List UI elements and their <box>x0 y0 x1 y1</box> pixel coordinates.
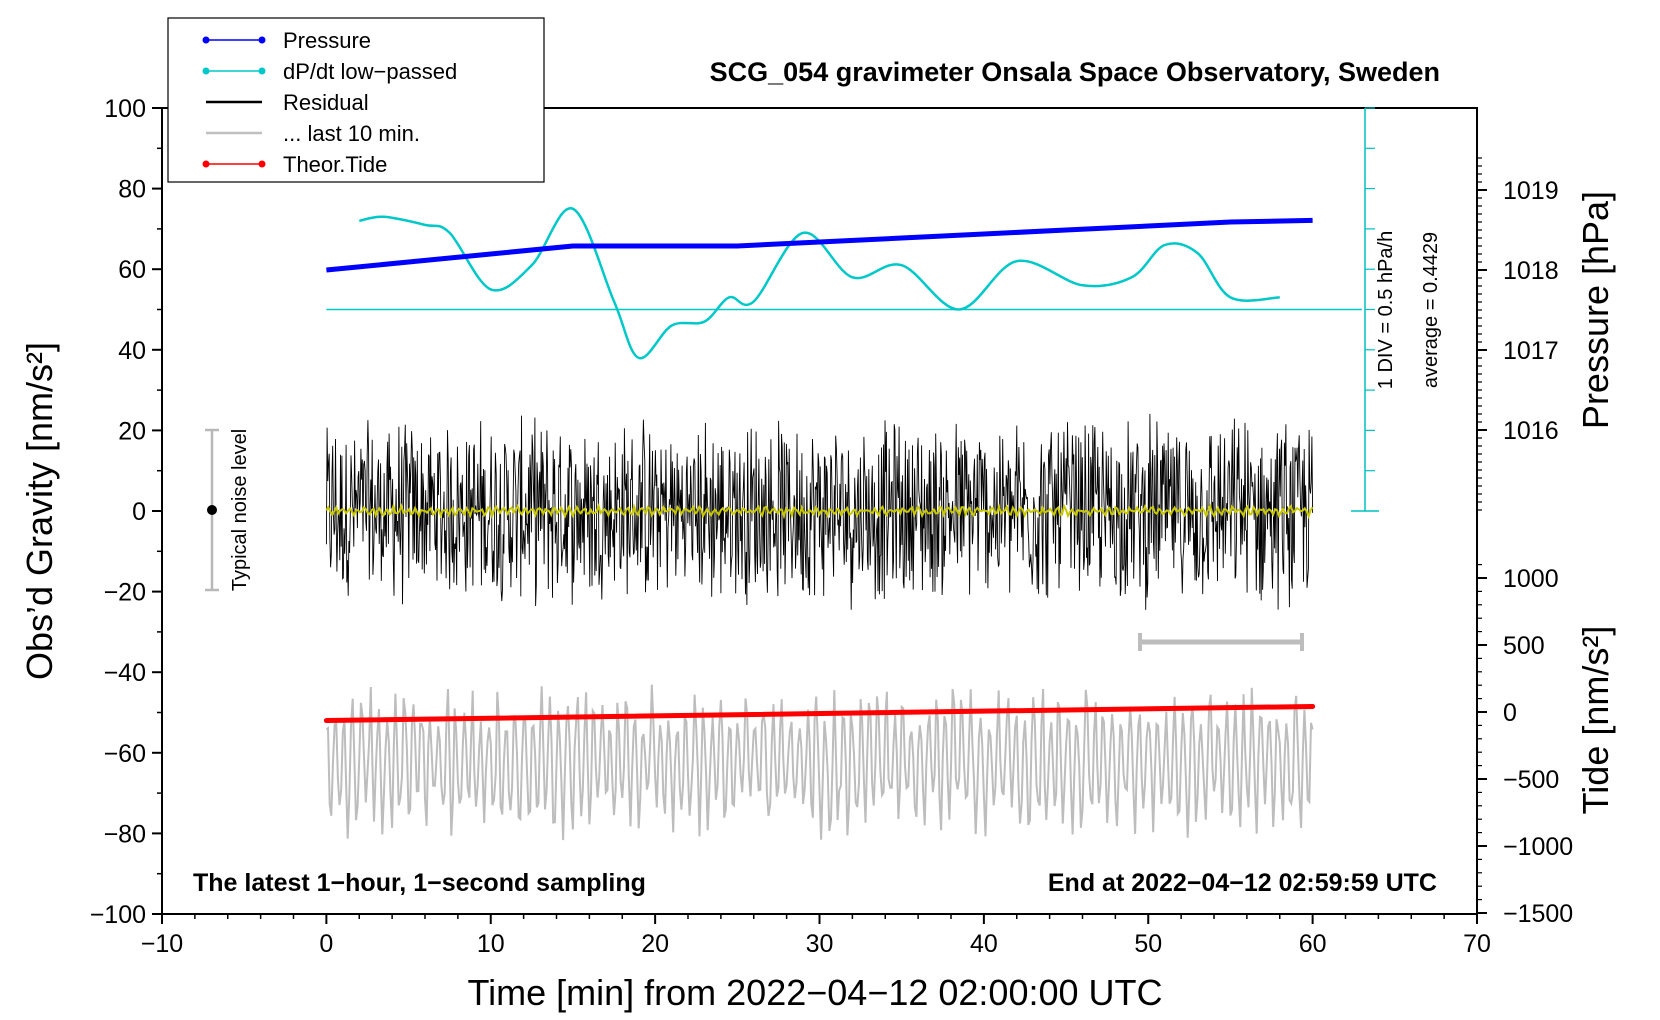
legend-marker <box>258 36 266 44</box>
y-tick-label: −40 <box>104 659 146 687</box>
x-tick-label: 50 <box>1134 930 1162 958</box>
legend-marker <box>258 160 266 168</box>
tide-tick-label: −1500 <box>1503 900 1573 928</box>
legend-marker <box>202 160 210 168</box>
tide-tick-label: −1000 <box>1503 833 1573 861</box>
legend-marker <box>202 36 210 44</box>
x-tick-label: 70 <box>1463 930 1491 958</box>
pressure-tick-label: 1017 <box>1503 337 1559 365</box>
legend-label: dP/dt low−passed <box>283 59 457 84</box>
y-tick-label: −80 <box>104 820 146 848</box>
pressure-tick-label: 1018 <box>1503 257 1559 285</box>
legend: Pressure dP/dt low−passed Residual ... last… <box>167 17 545 183</box>
x-axis-label: Time [min] from 2022−04−12 02:00:00 UTC <box>467 972 1162 1013</box>
y-tick-label: −100 <box>90 901 146 929</box>
tide-tick-label: 500 <box>1503 632 1545 660</box>
y-tick-label: 0 <box>132 498 146 526</box>
legend-marker <box>202 67 210 75</box>
noise-level-label: Typical noise level <box>229 429 251 591</box>
x-tick-label: 10 <box>477 930 505 958</box>
legend-label: ... last 10 min. <box>283 121 420 146</box>
last-10-min-bar <box>1138 633 1304 651</box>
pressure-series <box>326 217 1313 273</box>
y-tick-label: −60 <box>104 740 146 768</box>
residual-smoothed-line <box>325 502 1314 520</box>
y-tick-label: 20 <box>118 417 146 445</box>
last-10-min-series <box>325 684 1314 841</box>
tide-tick-label: 1000 <box>1503 565 1559 593</box>
div-scale-label: 1 DIV = 0.5 hPa/h <box>1375 231 1397 389</box>
x-tick-label: −10 <box>141 930 183 958</box>
pressure-axis: 1016 1017 1018 1019 <box>1477 157 1559 511</box>
x-tick-label: 30 <box>806 930 834 958</box>
dpdt-series <box>326 207 1362 360</box>
legend-label: Residual <box>283 90 369 115</box>
pressure-tick-label: 1016 <box>1503 417 1559 445</box>
last-10-min-line <box>325 684 1314 841</box>
legend-label: Pressure <box>283 28 371 53</box>
noise-level-marker <box>205 428 219 592</box>
tide-series <box>323 703 1316 724</box>
sampling-note: The latest 1−hour, 1−second sampling <box>193 869 646 897</box>
legend-label: Theor.Tide <box>283 152 387 177</box>
pressure-tick-label: 1019 <box>1503 177 1559 205</box>
x-tick-label: 40 <box>970 930 998 958</box>
dpdt-scale-bar <box>1351 107 1379 512</box>
y-axis-left: −100 −80 −60 −40 −20 0 20 40 60 80 100 <box>90 95 162 929</box>
y-tick-label: 80 <box>118 176 146 204</box>
average-label: average = 0.4429 <box>1420 232 1442 388</box>
tide-tick-label: −500 <box>1503 766 1559 794</box>
y-tick-label: 40 <box>118 337 146 365</box>
tide-axis: −1500 −1000 −500 0 500 1000 <box>1477 563 1573 928</box>
y-tick-label: −20 <box>104 579 146 607</box>
y-tick-label: 100 <box>104 95 146 123</box>
x-tick-label: 0 <box>319 930 333 958</box>
residual-series <box>325 413 1314 610</box>
x-tick-label: 60 <box>1299 930 1327 958</box>
residual-line <box>325 413 1314 610</box>
y-axis-label: Obs’d Gravity [nm/s²] <box>19 342 60 680</box>
pressure-axis-label: Pressure [hPa] <box>1575 191 1616 429</box>
dpdt-line <box>359 207 1280 360</box>
tide-line <box>323 703 1316 724</box>
legend-marker <box>258 67 266 75</box>
x-axis: −10 0 10 20 30 40 50 60 70 <box>141 914 1491 958</box>
residual-smoothed-series <box>325 502 1314 520</box>
end-time-note: End at 2022−04−12 02:59:59 UTC <box>1048 869 1437 897</box>
tide-tick-label: 0 <box>1503 699 1517 727</box>
pressure-line <box>326 217 1313 273</box>
x-tick-label: 20 <box>641 930 669 958</box>
tide-axis-label: Tide [nm/s²] <box>1575 626 1616 815</box>
y-tick-label: 60 <box>118 256 146 284</box>
chart-title: SCG_054 gravimeter Onsala Space Observat… <box>710 57 1440 87</box>
